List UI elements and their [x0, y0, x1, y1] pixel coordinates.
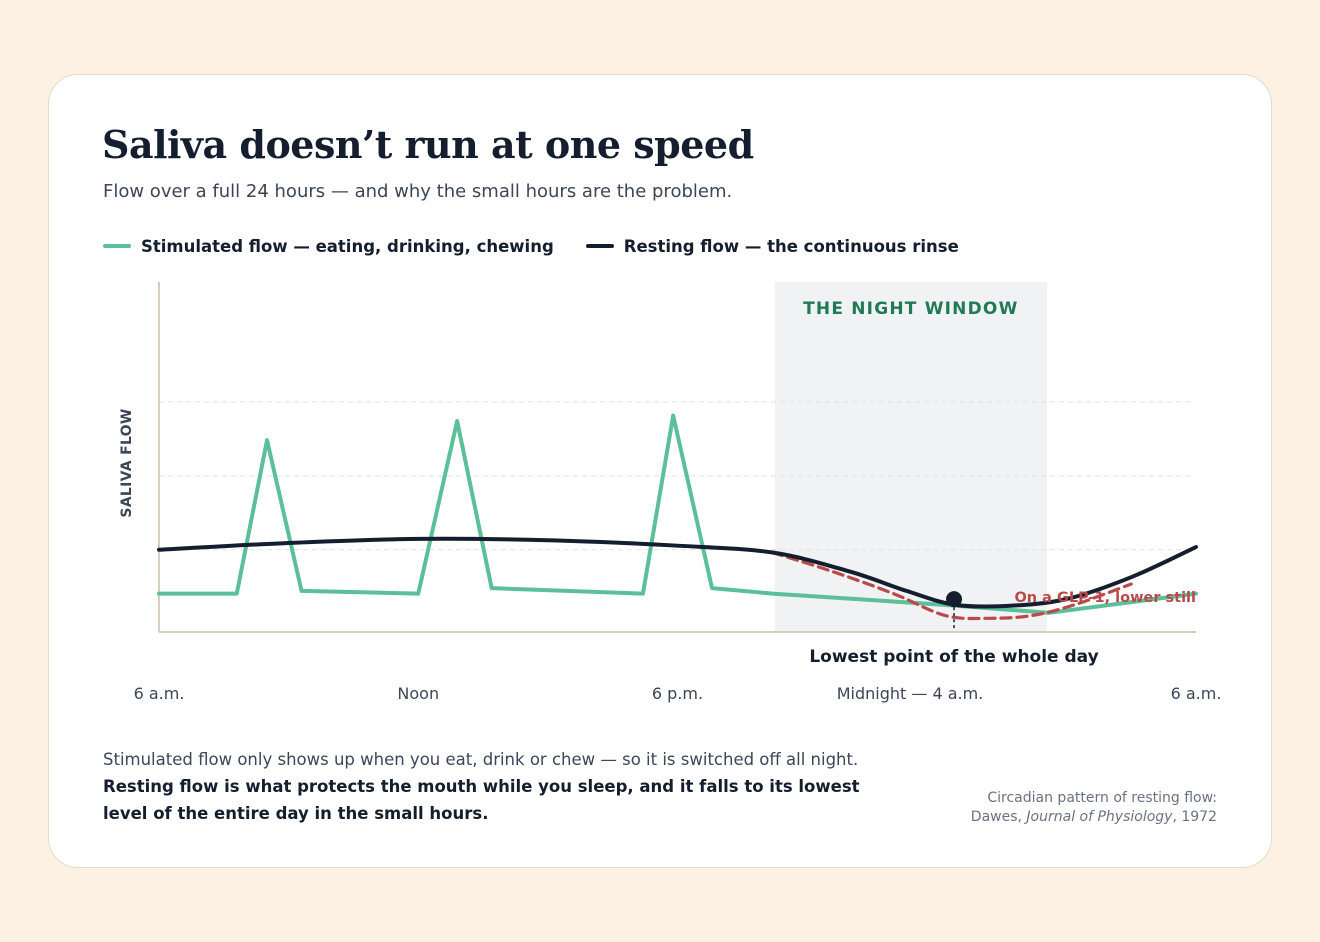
series-resting-line	[157, 536, 1198, 609]
legend-item-resting: Resting flow — the continuous rinse	[585, 236, 959, 256]
chart-card	[48, 74, 1272, 868]
source-journal: Journal of Physiology	[1026, 809, 1173, 825]
source-year: , 1972	[1172, 809, 1217, 825]
source-citation: Circadian pattern of resting flow: Dawes…	[971, 789, 1217, 827]
chart-footnote: Stimulated flow only shows up when you e…	[103, 746, 883, 827]
x-tick-label-1: Noon	[397, 684, 439, 703]
lowest-point-label: Lowest point of the whole day	[809, 647, 1098, 667]
legend-swatch-stimulated	[103, 244, 131, 248]
legend-label-stimulated: Stimulated flow — eating, drinking, chew…	[141, 236, 554, 256]
page-subtitle: Flow over a full 24 hours — and why the …	[103, 181, 733, 202]
x-tick-label-0: 6 a.m.	[134, 684, 185, 703]
x-tick-label-2: 6 p.m.	[652, 684, 703, 703]
x-tick-label-4: 6 a.m.	[1171, 684, 1222, 703]
footnote-line: Stimulated flow only shows up when you e…	[103, 750, 859, 769]
chart-legend: Stimulated flow — eating, drinking, chew…	[103, 235, 991, 257]
legend-swatch-resting	[585, 244, 614, 248]
footnote-emphasis: Resting flow is what protects the mouth …	[103, 777, 860, 823]
legend-label-resting: Resting flow — the continuous rinse	[623, 236, 959, 256]
page-title: Saliva doesn’t run at one speed	[102, 122, 754, 167]
series-glp1-line	[770, 550, 1133, 621]
lowest-point-marker	[946, 591, 963, 608]
night-window-band	[774, 282, 1047, 632]
legend-item-stimulated: Stimulated flow — eating, drinking, chew…	[103, 237, 554, 256]
night-window-label: THE NIGHT WINDOW	[803, 299, 1018, 319]
glp1-label: On a GLP-1, lower still	[1014, 590, 1196, 606]
y-axis-label: SALIVA FLOW	[119, 408, 135, 517]
source-author: Dawes,	[970, 809, 1027, 825]
source-line: Circadian pattern of resting flow:	[987, 790, 1217, 806]
x-tick-label-3: Midnight — 4 a.m.	[837, 684, 984, 703]
